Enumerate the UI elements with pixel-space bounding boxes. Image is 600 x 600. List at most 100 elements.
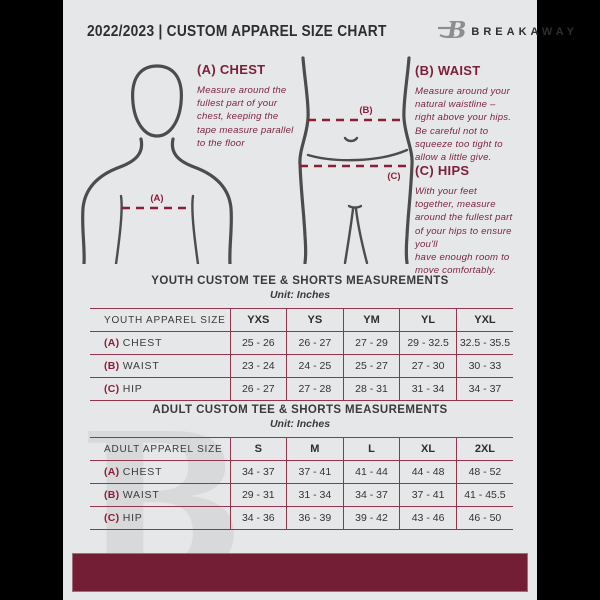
size-column-header: ADULT APPAREL SIZE — [90, 437, 230, 461]
measurement-row: (B) WAIST 23 - 24 24 - 25 25 - 27 27 - 30 30 … — [90, 354, 513, 378]
size-code-header: M — [286, 437, 344, 461]
size-code-header: YXL — [455, 308, 513, 332]
chest-heading: (A) CHEST — [197, 62, 266, 77]
svg-text:B: B — [446, 17, 465, 43]
adult-size-table: ADULT APPAREL SIZE S M L XL 2XL (A) CHEST 34 -… — [90, 437, 513, 530]
measurement-value-cell: 27 - 29 — [342, 331, 400, 355]
adult-table-title: ADULT CUSTOM TEE & SHORTS MEASUREMENTS — [152, 404, 448, 416]
measurement-value-cell: 44 - 48 — [399, 460, 457, 484]
adult-table-unit: Unit: Inches — [269, 418, 331, 430]
row-label: WAIST — [122, 489, 160, 501]
youth-section-title: YOUTH CUSTOM TEE & SHORTS MEASUREMENTS U… — [63, 275, 537, 301]
measurement-value-cell: 48 - 52 — [455, 460, 513, 484]
torso-diagram: (A) — [75, 57, 235, 269]
measurement-value-cell: 37 - 41 — [286, 460, 344, 484]
crotch-mark — [347, 204, 363, 209]
hips-tag-label: (C) — [387, 171, 400, 182]
row-label-cell: (B) WAIST — [90, 483, 230, 507]
row-label: CHEST — [122, 337, 163, 349]
row-label: HIP — [122, 512, 143, 524]
measurement-value-cell: 41 - 44 — [342, 460, 400, 484]
measurement-value-cell: 27 - 30 — [399, 354, 457, 378]
right-shoulder-arm — [170, 137, 233, 266]
measurement-value-cell: 31 - 34 — [399, 377, 457, 401]
row-label-cell: (C) HIP — [90, 377, 230, 401]
measurement-value-cell: 46 - 50 — [455, 506, 513, 530]
measurement-row: (C) HIP 26 - 27 27 - 28 28 - 31 31 - 34 34 - … — [90, 377, 513, 401]
size-code-header: S — [229, 437, 287, 461]
row-prefix: (A) — [104, 466, 123, 478]
chest-tag-label: (A) — [150, 193, 163, 204]
hips-guide: (C) HIPS With your feet together, measur… — [415, 163, 537, 278]
brand-lockup: B BREAKAWAY — [435, 17, 578, 48]
measurement-value-cell: 37 - 41 — [399, 483, 457, 507]
waist-guide: (B) WAIST Measure around your natural wa… — [415, 63, 535, 164]
page-title: 2022/2023 | CUSTOM APPAREL SIZE CHART — [87, 23, 387, 40]
measurement-value-cell: 34 - 37 — [342, 483, 400, 507]
waist-heading: (B) WAIST — [415, 63, 481, 78]
left-shoulder-arm — [81, 137, 144, 266]
measurement-value-cell: 32.5 - 35.5 — [455, 331, 513, 355]
measurement-value-cell: 25 - 27 — [342, 354, 400, 378]
right-inner-arm — [191, 194, 200, 266]
measurement-value-cell: 41 - 45.5 — [455, 483, 513, 507]
adult-section-title: ADULT CUSTOM TEE & SHORTS MEASUREMENTS U… — [63, 404, 537, 430]
size-code-header: YM — [342, 308, 400, 332]
row-label-cell: (A) CHEST — [90, 331, 230, 355]
size-code-header: L — [342, 437, 400, 461]
size-chart-page: 2022/2023 | CUSTOM APPAREL SIZE CHART B … — [63, 0, 574, 600]
measurement-value-cell: 34 - 37 — [229, 460, 287, 484]
youth-table-unit: Unit: Inches — [269, 289, 331, 301]
row-label: CHEST — [122, 466, 163, 478]
youth-size-table: YOUTH APPAREL SIZE YXS YS YM YL YXL (A) CHEST… — [90, 308, 513, 401]
row-label-cell: (C) HIP — [90, 506, 230, 530]
size-code-header: YS — [286, 308, 344, 332]
measurement-row: (B) WAIST 29 - 31 31 - 34 34 - 37 37 - 41 41 … — [90, 483, 513, 507]
row-prefix: (C) — [104, 512, 123, 524]
row-label-cell: (B) WAIST — [90, 354, 230, 378]
measurement-row: (A) CHEST 34 - 37 37 - 41 41 - 44 44 - 48 48 … — [90, 460, 513, 484]
left-inner-arm — [114, 194, 123, 266]
youth-header-row: YOUTH APPAREL SIZE YXS YS YM YL YXL — [90, 308, 513, 332]
hips-heading: (C) HIPS — [415, 163, 470, 178]
measurement-value-cell: 27 - 28 — [286, 377, 344, 401]
left-inner-leg — [343, 207, 355, 265]
belly-crease — [306, 148, 409, 162]
adult-header-row: ADULT APPAREL SIZE S M L XL 2XL — [90, 437, 513, 461]
measurement-value-cell: 43 - 46 — [399, 506, 457, 530]
hips-instructions: With your feet together, measure around … — [415, 186, 513, 277]
measurement-value-cell: 29 - 32.5 — [399, 331, 457, 355]
row-label: WAIST — [122, 360, 160, 372]
row-prefix: (B) — [104, 360, 123, 372]
measurement-value-cell: 26 - 27 — [286, 331, 344, 355]
waist-tag-label: (B) — [359, 105, 372, 116]
right-body-outline — [402, 56, 414, 265]
measurement-value-cell: 26 - 27 — [229, 377, 287, 401]
measurement-value-cell: 39 - 42 — [342, 506, 400, 530]
measurement-value-cell: 25 - 26 — [229, 331, 287, 355]
breakaway-b-logo-icon: B — [435, 17, 467, 48]
navel-mark — [343, 136, 359, 143]
row-label: HIP — [122, 383, 143, 395]
measurement-value-cell: 28 - 31 — [342, 377, 400, 401]
size-code-header: YXS — [229, 308, 287, 332]
right-inner-leg — [354, 207, 369, 265]
measurement-value-cell: 29 - 31 — [229, 483, 287, 507]
page-header: 2022/2023 | CUSTOM APPAREL SIZE CHART B … — [63, 16, 574, 48]
brand-name: BREAKAWAY — [471, 26, 578, 38]
measurement-value-cell: 36 - 39 — [286, 506, 344, 530]
left-body-outline — [298, 56, 310, 265]
row-label-cell: (A) CHEST — [90, 460, 230, 484]
lower-body-diagram: (B) (C) — [290, 56, 422, 269]
chest-instructions: Measure around the fullest part of your … — [197, 85, 294, 149]
measurement-row: (A) CHEST 25 - 26 26 - 27 27 - 29 29 - 32.5 3… — [90, 331, 513, 355]
row-prefix: (C) — [104, 383, 123, 395]
head-outline — [131, 64, 183, 138]
measurement-value-cell: 31 - 34 — [286, 483, 344, 507]
chest-guide: (A) CHEST Measure around the fullest par… — [197, 62, 321, 150]
measurement-value-cell: 34 - 36 — [229, 506, 287, 530]
youth-table-title: YOUTH CUSTOM TEE & SHORTS MEASUREMENTS — [151, 275, 449, 287]
row-prefix: (B) — [104, 489, 123, 501]
size-code-header: XL — [399, 437, 457, 461]
